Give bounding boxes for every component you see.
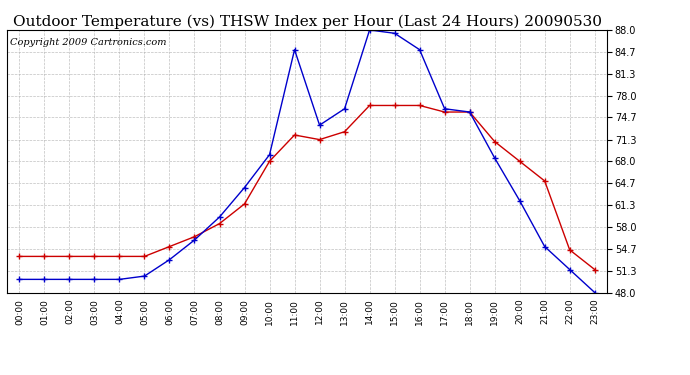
Title: Outdoor Temperature (vs) THSW Index per Hour (Last 24 Hours) 20090530: Outdoor Temperature (vs) THSW Index per … bbox=[12, 15, 602, 29]
Text: Copyright 2009 Cartronics.com: Copyright 2009 Cartronics.com bbox=[10, 38, 166, 47]
